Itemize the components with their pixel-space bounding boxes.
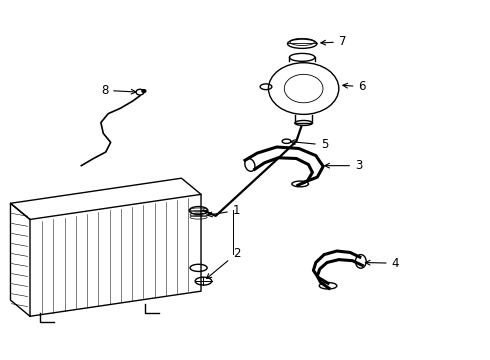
- Text: 6: 6: [343, 80, 366, 93]
- Text: 2: 2: [207, 247, 240, 279]
- Text: 3: 3: [325, 159, 362, 172]
- Text: 8: 8: [101, 84, 136, 97]
- Text: 7: 7: [321, 35, 346, 49]
- Text: 4: 4: [366, 257, 399, 270]
- Text: 5: 5: [291, 138, 328, 151]
- Text: 1: 1: [207, 204, 240, 217]
- Circle shape: [142, 90, 146, 93]
